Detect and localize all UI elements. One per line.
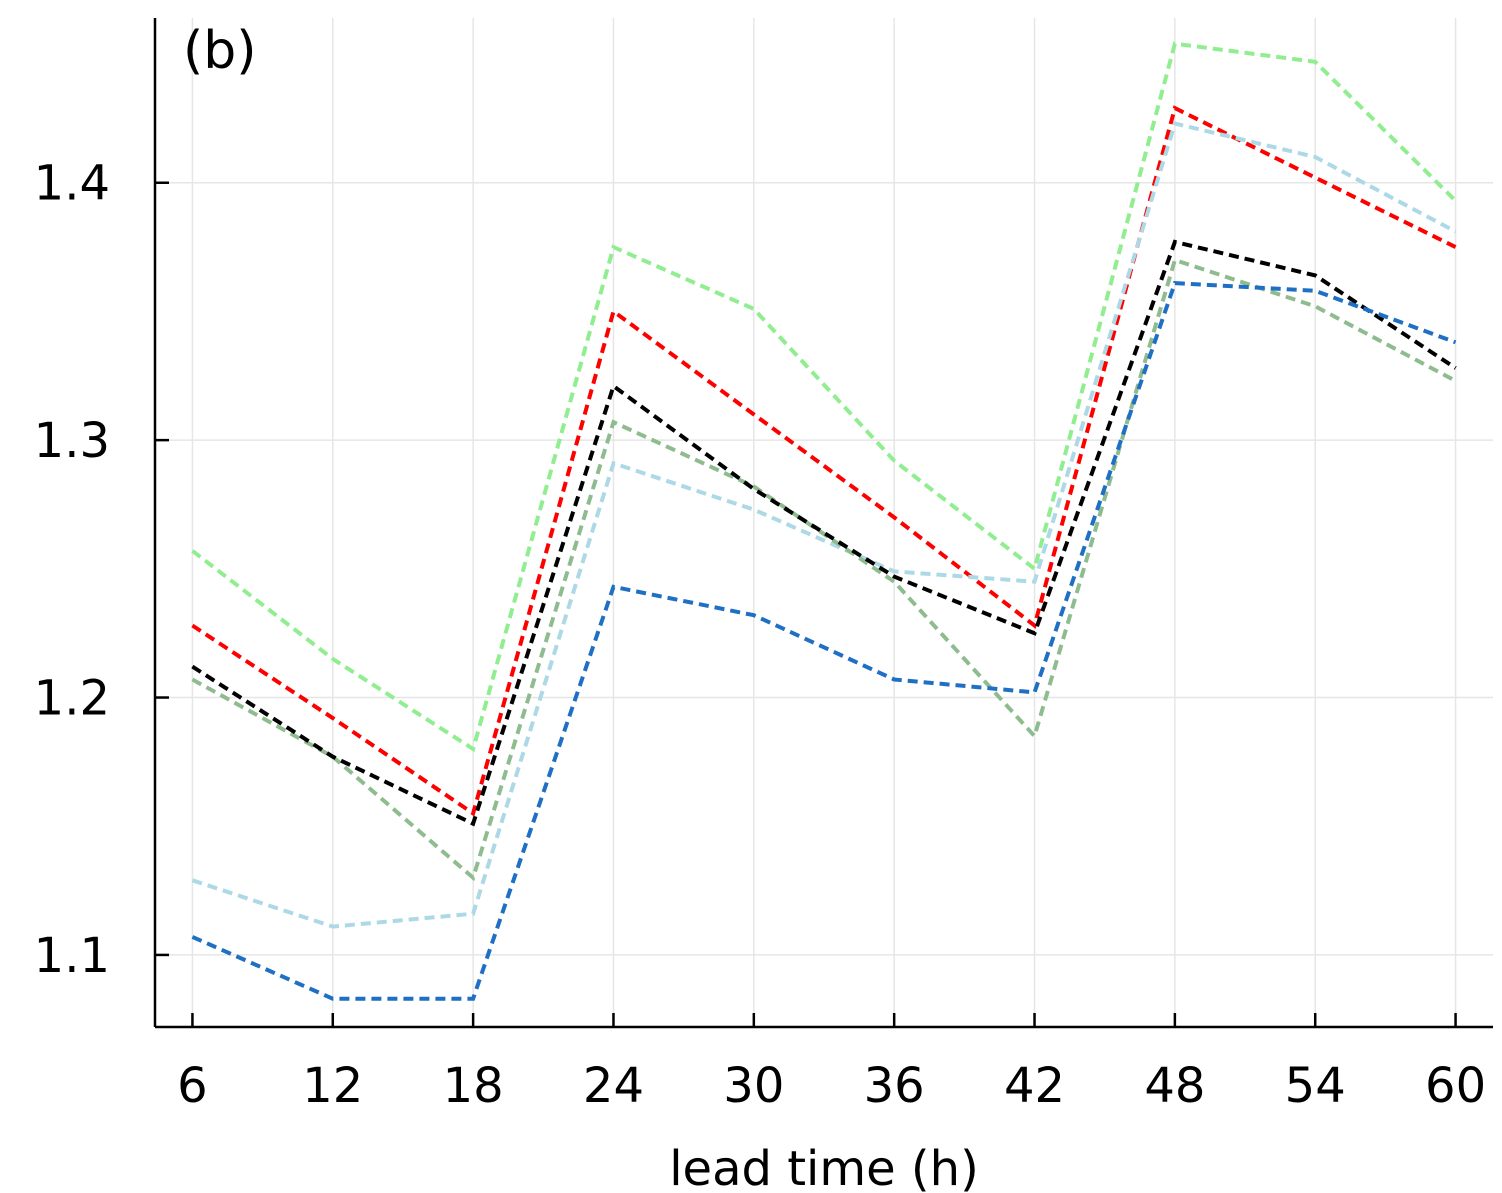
y-tick-label: 1.1 — [34, 928, 110, 984]
axes — [153, 18, 1493, 1029]
x-tick-label: 42 — [1004, 1058, 1065, 1114]
series-line-5 — [191, 239, 1457, 827]
x-tick-label: 54 — [1285, 1058, 1346, 1114]
series-group — [191, 41, 1458, 1001]
y-tick-label: 1.4 — [34, 156, 110, 212]
x-tick-label: 12 — [302, 1058, 363, 1114]
y-ticks: 1.1 1.2 1.3 1.4 — [34, 156, 169, 984]
x-tick-label: 60 — [1425, 1058, 1486, 1114]
x-tick-label: 48 — [1144, 1058, 1205, 1114]
y-tick-label: 1.2 — [34, 671, 110, 727]
x-tick-label: 36 — [864, 1058, 925, 1114]
x-tick-label: 24 — [583, 1058, 644, 1114]
series-line-4 — [191, 257, 1457, 882]
x-tick-label: 18 — [443, 1058, 504, 1114]
series-line-2 — [191, 105, 1457, 817]
x-tick-label: 30 — [723, 1058, 784, 1114]
x-axis-title: lead time (h) — [669, 1141, 979, 1193]
grid — [155, 18, 1493, 1027]
series-line-6 — [191, 281, 1457, 1001]
panel-label: (b) — [183, 21, 257, 81]
x-ticks: 6 12 18 24 30 36 42 48 54 60 — [177, 1013, 1486, 1114]
series-line-1 — [191, 41, 1458, 753]
y-tick-label: 1.3 — [34, 413, 110, 469]
x-tick-label: 6 — [177, 1058, 208, 1114]
series-line-3 — [191, 121, 1457, 929]
